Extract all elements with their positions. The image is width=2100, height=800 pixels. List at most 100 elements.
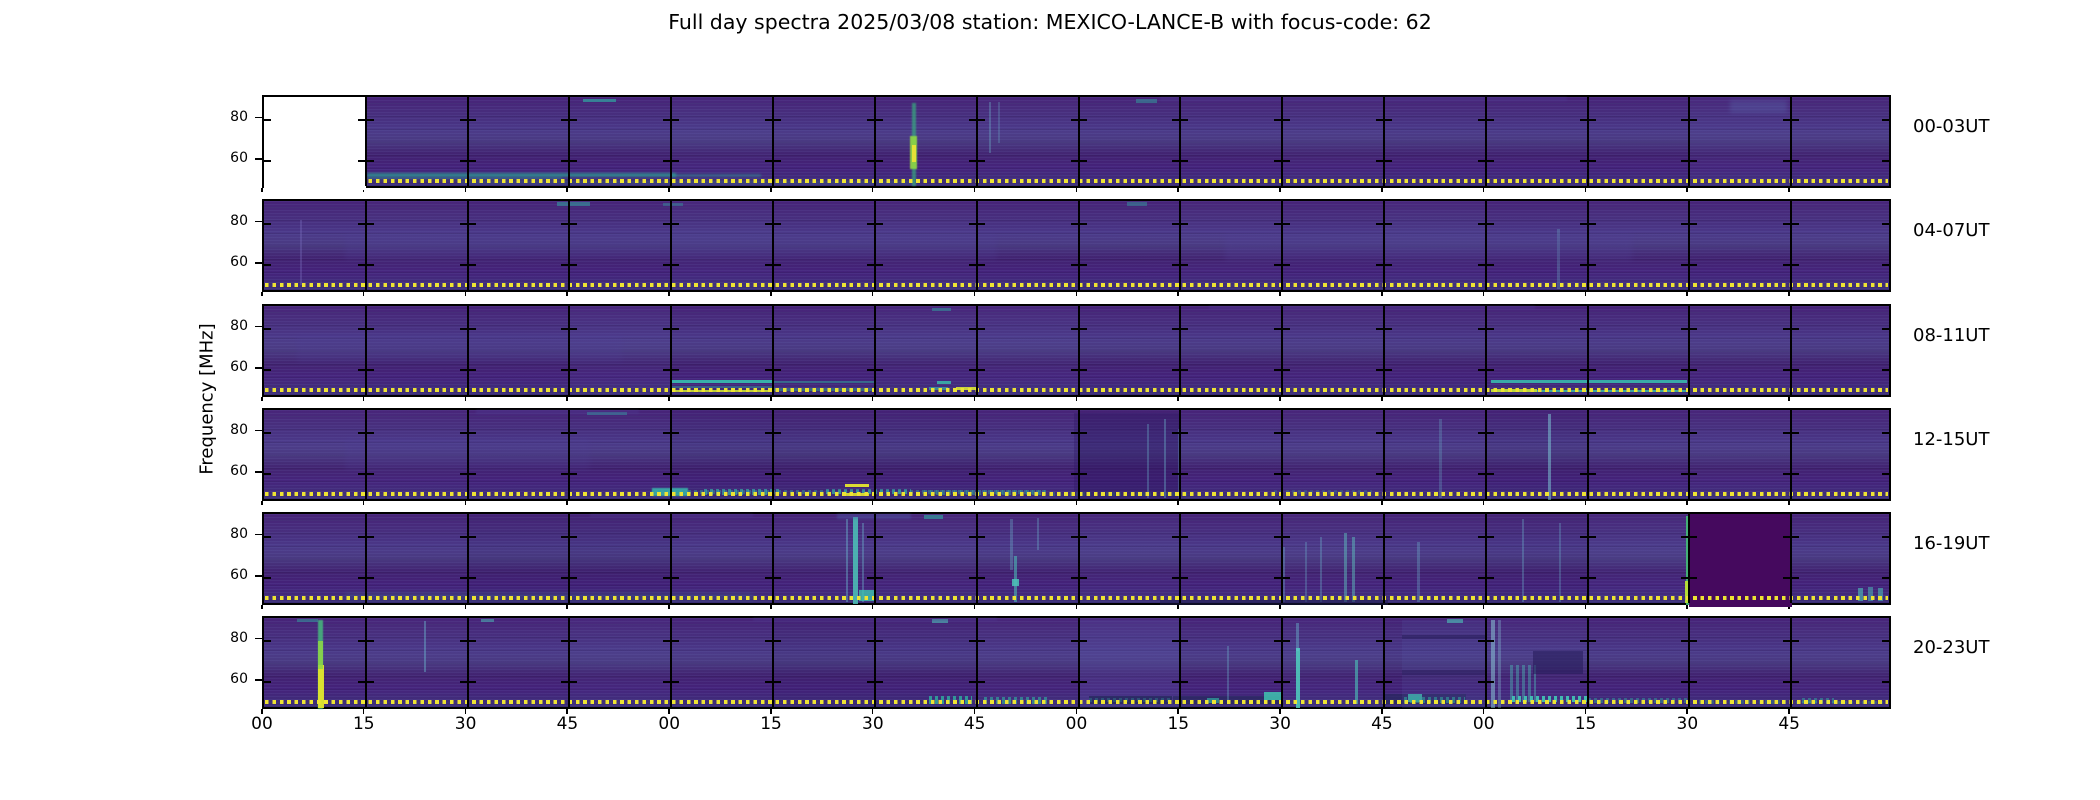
yellow-dotted-line [265, 282, 1888, 287]
subpanel-bottom-tick [1482, 397, 1485, 401]
column-divider [568, 97, 571, 186]
subpanel-bottom-tick [1177, 501, 1179, 505]
column-divider [364, 306, 367, 395]
frequency-tick [1070, 431, 1087, 434]
frequency-tick [968, 472, 985, 475]
frequency-tick [1579, 680, 1596, 683]
column-divider [1790, 201, 1793, 290]
spectral-feature [1521, 518, 1525, 603]
subpanel-bottom-tick [1279, 292, 1281, 296]
subpanel-bottom-tick [668, 501, 670, 505]
x-axis-tick [362, 709, 365, 714]
column-divider [1179, 514, 1182, 603]
frequency-tick [1274, 327, 1291, 330]
y-tick-mark [255, 325, 262, 328]
subpanel-bottom-tick [1279, 188, 1281, 192]
subpanel-bottom-tick [362, 605, 365, 609]
frequency-tick [1375, 535, 1392, 538]
frequency-tick [1070, 472, 1087, 475]
spectral-feature [931, 618, 949, 623]
frequency-tick [561, 222, 578, 225]
subpanel-bottom-tick [261, 605, 263, 609]
column-divider [873, 201, 876, 290]
x-axis-tick [1584, 709, 1587, 714]
column-divider [466, 201, 469, 290]
subpanel-bottom-tick [1177, 605, 1179, 609]
frequency-tick [459, 535, 476, 538]
spectrogram-texture [264, 201, 1889, 290]
spectral-feature [1010, 518, 1013, 570]
subpanel-bottom-tick [871, 292, 874, 296]
spectral-feature [1225, 233, 1633, 262]
panel-column-tint [875, 514, 977, 603]
frequency-tick [1070, 535, 1087, 538]
frequency-tick [1477, 472, 1494, 475]
subpanel-bottom-tick [464, 292, 467, 296]
frequency-tick [968, 680, 985, 683]
frequency-tick [459, 118, 476, 121]
column-divider [772, 201, 775, 290]
panel-column-tint [1486, 514, 1588, 603]
frequency-tick [1579, 263, 1596, 266]
frequency-tick [1783, 327, 1800, 330]
spectral-feature [1080, 619, 1179, 709]
frequency-tick [1477, 535, 1494, 538]
frequency-tick [1274, 431, 1291, 434]
frequency-tick [1070, 263, 1087, 266]
subpanel-bottom-tick [1075, 397, 1078, 401]
y-tick-mark [255, 220, 262, 223]
spectral-feature [423, 620, 427, 672]
frequency-tick [765, 368, 782, 371]
column-divider [1484, 514, 1487, 603]
frequency-tick [459, 472, 476, 475]
frequency-tick [561, 535, 578, 538]
spectral-feature [663, 202, 683, 206]
frequency-tick [561, 576, 578, 579]
frequency-tick [968, 431, 985, 434]
panel-column-tint [1079, 514, 1181, 603]
subpanel-bottom-tick [362, 501, 365, 505]
column-divider [873, 514, 876, 603]
x-axis-tick [1075, 709, 1078, 714]
frequency-tick [264, 680, 271, 683]
subpanel-bottom-tick [1686, 188, 1688, 192]
column-divider [1586, 306, 1589, 395]
subpanel-bottom-tick [973, 605, 976, 609]
frequency-tick [561, 327, 578, 330]
frequency-tick [1882, 327, 1889, 330]
frequency-tick [357, 327, 374, 330]
frequency-tick [459, 576, 476, 579]
frequency-tick [1579, 159, 1596, 162]
frequency-tick [1274, 576, 1291, 579]
column-divider [364, 618, 367, 707]
frequency-tick [765, 118, 782, 121]
spectral-feature [1532, 650, 1584, 674]
x-tick-label: 15 [352, 714, 375, 734]
frequency-tick [264, 327, 271, 330]
column-divider [1484, 97, 1487, 186]
frequency-tick [264, 159, 271, 162]
frequency-tick [1681, 222, 1698, 225]
frequency-tick [1172, 263, 1189, 266]
frequency-tick [459, 263, 476, 266]
frequency-tick [1375, 327, 1392, 330]
column-divider [772, 97, 775, 186]
frequency-tick [1681, 431, 1698, 434]
column-divider [1179, 97, 1182, 186]
y-tick-label-80: 80 [230, 108, 248, 125]
spectral-feature [1689, 514, 1792, 607]
y-tick-label-80: 80 [230, 525, 248, 542]
column-divider [772, 306, 775, 395]
subpanel-bottom-tick [362, 188, 365, 192]
column-divider [772, 618, 775, 707]
subpanel-bottom-tick [1584, 397, 1587, 401]
column-divider [1281, 410, 1284, 499]
column-divider [1688, 618, 1691, 707]
frequency-tick [866, 159, 883, 162]
frequency-tick [561, 472, 578, 475]
x-axis-tick [1177, 709, 1179, 714]
frequency-tick [561, 639, 578, 642]
column-divider [364, 97, 367, 186]
frequency-tick [1783, 535, 1800, 538]
frequency-tick [459, 680, 476, 683]
